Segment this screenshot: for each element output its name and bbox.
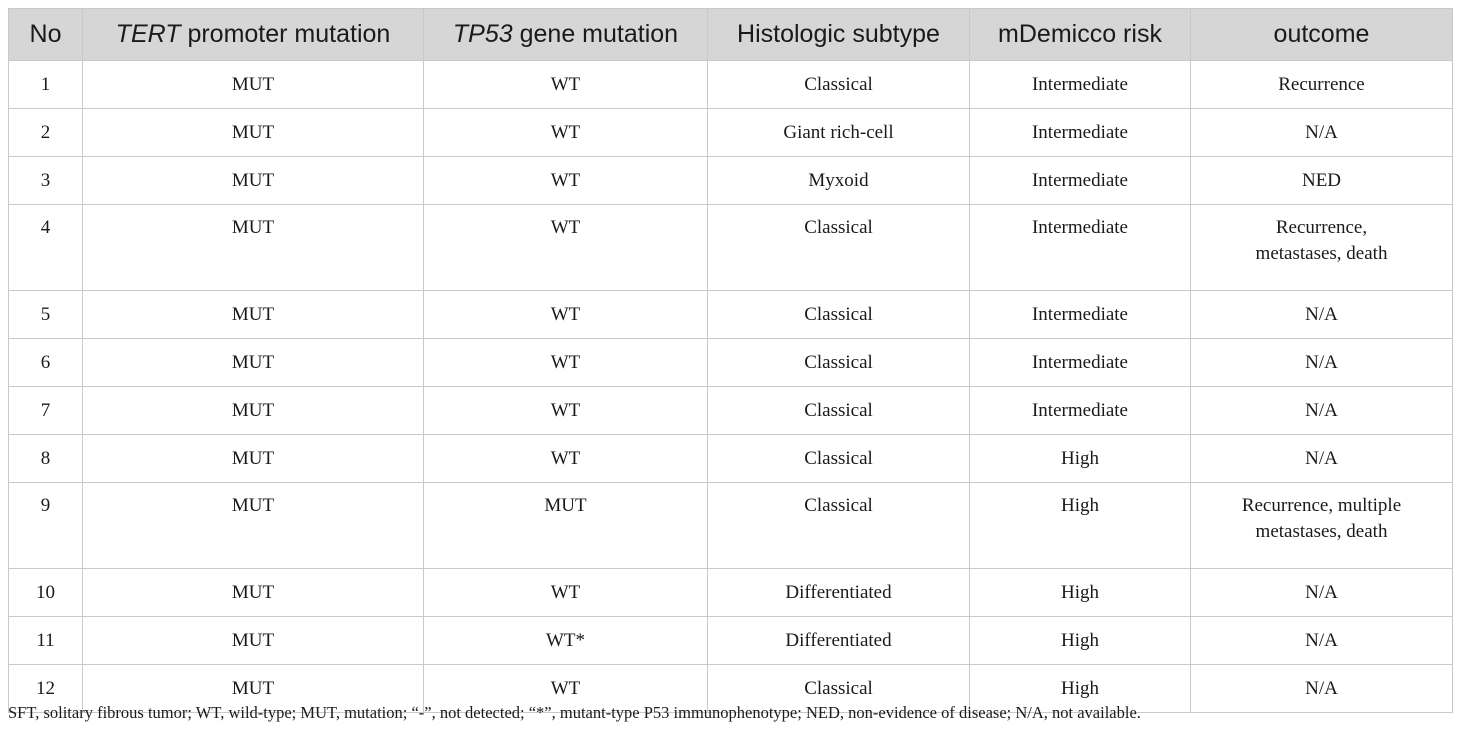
cell-tp53: WT	[423, 156, 708, 205]
table-row: 9 MUT MUT Classical High Recurrence, mul…	[8, 482, 1453, 569]
cell-no: 9	[8, 482, 83, 569]
cell-tp53: WT	[423, 204, 708, 291]
cell-risk: High	[969, 616, 1191, 665]
header-tert-promoter-mutation: TERT promoter mutation	[82, 8, 424, 61]
cell-tert: MUT	[82, 386, 424, 435]
cell-tp53: WT	[423, 434, 708, 483]
cell-no: 5	[8, 290, 83, 339]
cell-outcome: Recurrence	[1190, 60, 1453, 109]
table-row: 7 MUT WT Classical Intermediate N/A	[8, 386, 1453, 435]
cell-no: 3	[8, 156, 83, 205]
cell-tert: MUT	[82, 204, 424, 291]
cell-risk: High	[969, 568, 1191, 617]
cell-tert: MUT	[82, 616, 424, 665]
cell-subtype: Classical	[707, 290, 970, 339]
table-row: 2 MUT WT Giant rich-cell Intermediate N/…	[8, 108, 1453, 157]
cell-tert: MUT	[82, 434, 424, 483]
cell-tert: MUT	[82, 568, 424, 617]
cell-subtype: Classical	[707, 204, 970, 291]
cell-outcome: N/A	[1190, 568, 1453, 617]
cell-tp53: WT	[423, 290, 708, 339]
cell-risk: Intermediate	[969, 386, 1191, 435]
header-tp53-gene-mutation: TP53 gene mutation	[423, 8, 708, 61]
cell-subtype: Classical	[707, 338, 970, 387]
cell-subtype: Classical	[707, 664, 970, 713]
cell-tp53: WT	[423, 60, 708, 109]
table-row: 3 MUT WT Myxoid Intermediate NED	[8, 156, 1453, 205]
table-row: 10 MUT WT Differentiated High N/A	[8, 568, 1453, 617]
table-footnote: SFT, solitary fibrous tumor; WT, wild-ty…	[8, 703, 1141, 722]
cell-subtype: Giant rich-cell	[707, 108, 970, 157]
header-no: No	[8, 8, 83, 61]
cell-tert: MUT	[82, 156, 424, 205]
cell-no: 12	[8, 664, 83, 713]
cell-tp53: WT	[423, 568, 708, 617]
cell-risk: Intermediate	[969, 60, 1191, 109]
cell-no: 10	[8, 568, 83, 617]
cell-tert: MUT	[82, 338, 424, 387]
cell-subtype: Classical	[707, 60, 970, 109]
cell-tert: MUT	[82, 60, 424, 109]
cell-risk: High	[969, 434, 1191, 483]
header-histologic-subtype: Histologic subtype	[707, 8, 970, 61]
table-row: 11 MUT WT* Differentiated High N/A	[8, 616, 1453, 665]
cell-no: 8	[8, 434, 83, 483]
cell-risk: Intermediate	[969, 108, 1191, 157]
cell-tp53: WT	[423, 108, 708, 157]
cell-risk: High	[969, 482, 1191, 569]
cell-tp53: WT	[423, 338, 708, 387]
cell-outcome: Recurrence, multiple metastases, death	[1190, 482, 1453, 569]
cell-outcome: N/A	[1190, 386, 1453, 435]
cell-outcome: N/A	[1190, 616, 1453, 665]
header-mdemicco-risk: mDemicco risk	[969, 8, 1191, 61]
cell-subtype: Classical	[707, 386, 970, 435]
cell-tert: MUT	[82, 290, 424, 339]
cell-subtype: Differentiated	[707, 616, 970, 665]
cell-tert: MUT	[82, 664, 424, 713]
cell-subtype: Classical	[707, 434, 970, 483]
cell-risk: Intermediate	[969, 204, 1191, 291]
cell-no: 2	[8, 108, 83, 157]
cell-subtype: Classical	[707, 482, 970, 569]
table-row: 12 MUT WT Classical High N/A	[8, 664, 1453, 713]
mutation-table: No TERT promoter mutation TP53 gene muta…	[8, 8, 1453, 713]
cell-tert: MUT	[82, 108, 424, 157]
cell-outcome: Recurrence, metastases, death	[1190, 204, 1453, 291]
cell-outcome: N/A	[1190, 338, 1453, 387]
cell-tp53: MUT	[423, 482, 708, 569]
table-header-row: No TERT promoter mutation TP53 gene muta…	[8, 8, 1453, 61]
cell-outcome: N/A	[1190, 290, 1453, 339]
cell-no: 6	[8, 338, 83, 387]
cell-tp53: WT	[423, 386, 708, 435]
table-row: 8 MUT WT Classical High N/A	[8, 434, 1453, 483]
table-row: 1 MUT WT Classical Intermediate Recurren…	[8, 60, 1453, 109]
cell-risk: Intermediate	[969, 156, 1191, 205]
cell-tp53: WT*	[423, 616, 708, 665]
table-row: 5 MUT WT Classical Intermediate N/A	[8, 290, 1453, 339]
header-outcome: outcome	[1190, 8, 1453, 61]
cell-no: 4	[8, 204, 83, 291]
cell-no: 11	[8, 616, 83, 665]
cell-no: 1	[8, 60, 83, 109]
cell-outcome: N/A	[1190, 434, 1453, 483]
table-row: 4 MUT WT Classical Intermediate Recurren…	[8, 204, 1453, 291]
cell-risk: Intermediate	[969, 290, 1191, 339]
cell-outcome: N/A	[1190, 108, 1453, 157]
cell-subtype: Myxoid	[707, 156, 970, 205]
cell-risk: Intermediate	[969, 338, 1191, 387]
table-row: 6 MUT WT Classical Intermediate N/A	[8, 338, 1453, 387]
cell-outcome: NED	[1190, 156, 1453, 205]
cell-subtype: Differentiated	[707, 568, 970, 617]
cell-tert: MUT	[82, 482, 424, 569]
cell-outcome: N/A	[1190, 664, 1453, 713]
cell-no: 7	[8, 386, 83, 435]
